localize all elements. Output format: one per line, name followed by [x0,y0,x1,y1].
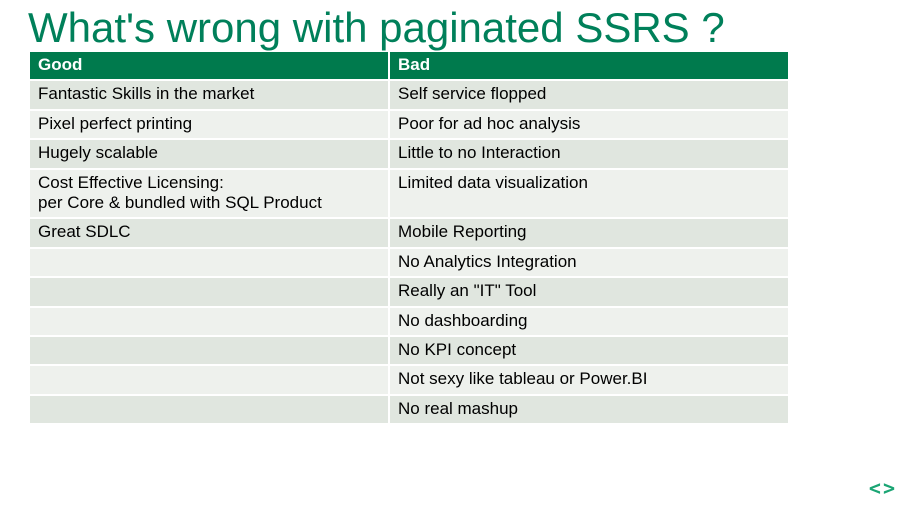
slide-title: What's wrong with paginated SSRS ? [0,0,907,50]
comparison-table: GoodBadFantastic Skills in the marketSel… [28,50,790,425]
table-header-row: GoodBad [29,51,789,80]
table-cell [29,365,389,394]
table-cell: Little to no Interaction [389,139,789,168]
table-row: Not sexy like tableau or Power.BI [29,365,789,394]
table-cell: No real mashup [389,395,789,424]
table-cell [29,248,389,277]
table-row: Really an "IT" Tool [29,277,789,306]
table-cell: Really an "IT" Tool [389,277,789,306]
table-row: Fantastic Skills in the marketSelf servi… [29,80,789,109]
table-cell: No Analytics Integration [389,248,789,277]
table-cell [29,277,389,306]
table-row: No real mashup [29,395,789,424]
table-cell: Fantastic Skills in the market [29,80,389,109]
table-cell: Great SDLC [29,218,389,247]
table-body: GoodBadFantastic Skills in the marketSel… [29,51,789,424]
next-icon[interactable]: > [883,478,895,498]
table-row: No KPI concept [29,336,789,365]
table-row: Pixel perfect printingPoor for ad hoc an… [29,110,789,139]
table-cell [29,307,389,336]
table-cell [29,395,389,424]
table-cell: Cost Effective Licensing:per Core & bund… [29,169,389,219]
table-row: Great SDLCMobile Reporting [29,218,789,247]
table-cell: Pixel perfect printing [29,110,389,139]
table-cell: Self service flopped [389,80,789,109]
table-row: No Analytics Integration [29,248,789,277]
table-cell: Poor for ad hoc analysis [389,110,789,139]
nav-arrows: < > [869,478,895,498]
table-cell: No KPI concept [389,336,789,365]
table-row: Cost Effective Licensing:per Core & bund… [29,169,789,219]
prev-icon[interactable]: < [869,478,881,498]
table-header-cell: Good [29,51,389,80]
table-row: No dashboarding [29,307,789,336]
table-row: Hugely scalableLittle to no Interaction [29,139,789,168]
slide: What's wrong with paginated SSRS ? GoodB… [0,0,907,510]
table-cell: Hugely scalable [29,139,389,168]
table-cell: Limited data visualization [389,169,789,219]
table-cell: No dashboarding [389,307,789,336]
table-cell: Mobile Reporting [389,218,789,247]
table-cell: Not sexy like tableau or Power.BI [389,365,789,394]
table-cell [29,336,389,365]
table-header-cell: Bad [389,51,789,80]
